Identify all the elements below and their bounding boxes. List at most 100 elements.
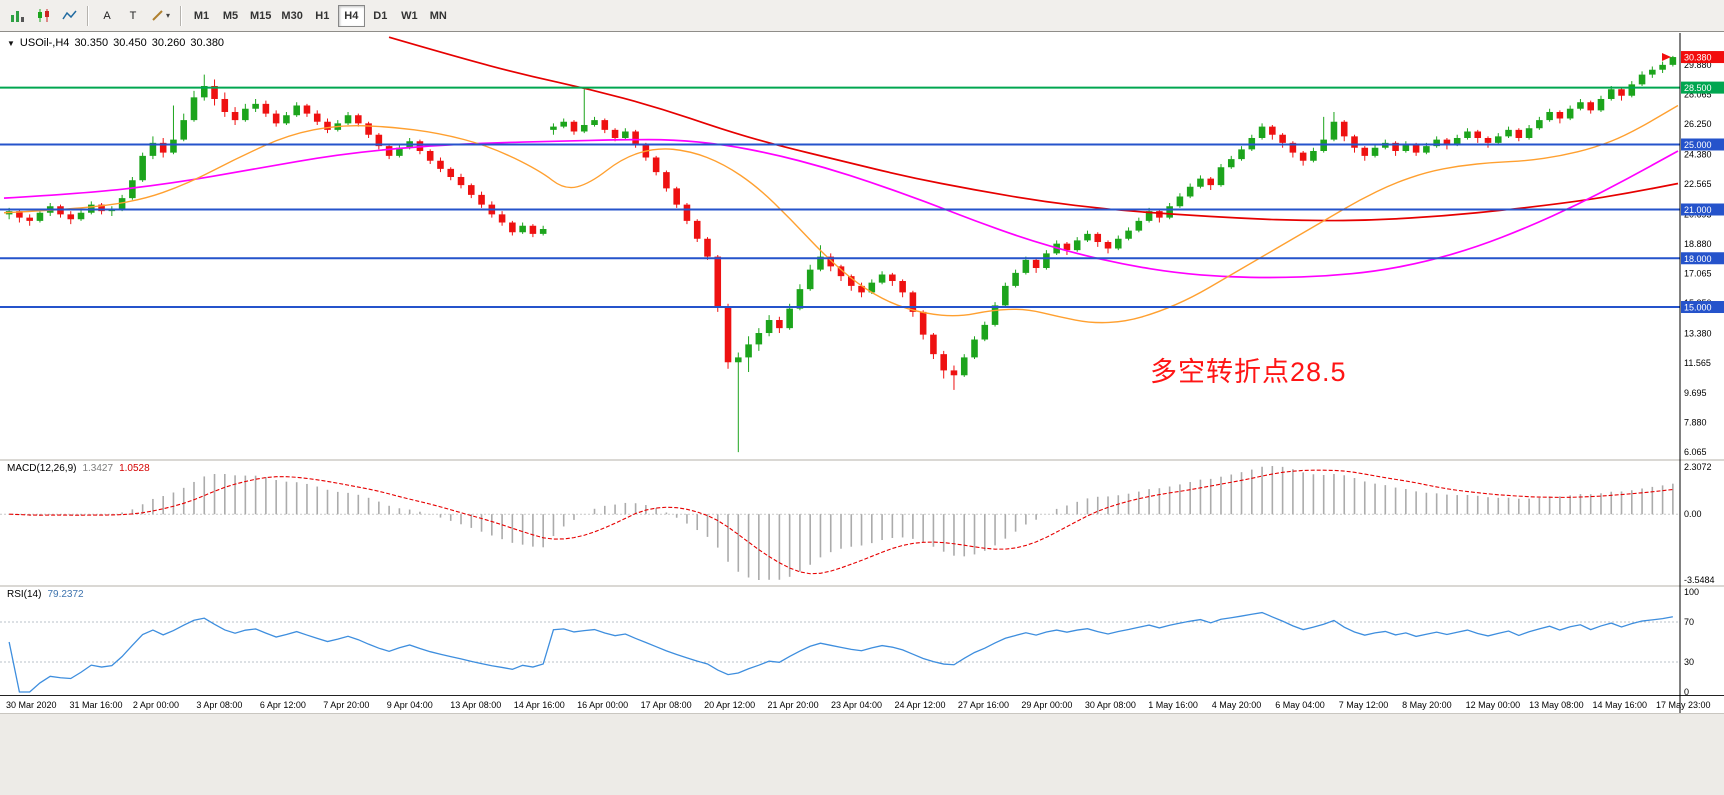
time-axis: 30 Mar 2020 31 Mar 16:00 2 Apr 00:00 3 Apr …: [6, 700, 1711, 710]
svg-text:14 Apr 16:00: 14 Apr 16:00: [514, 700, 565, 710]
svg-text:21 Apr 20:00: 21 Apr 20:00: [768, 700, 819, 710]
last-price-arrow: [1662, 53, 1671, 62]
timeframe-mn[interactable]: MN: [425, 5, 452, 27]
toolbar-separator: [87, 5, 89, 26]
rsi-value: 79.2372: [47, 589, 84, 600]
ma_red-line: [388, 36, 1679, 222]
svg-text:17 Apr 08:00: 17 Apr 08:00: [641, 700, 692, 710]
window-bottom-area: [0, 713, 1724, 795]
svg-text:11.565: 11.565: [1684, 358, 1711, 368]
bar-chart-icon[interactable]: [5, 5, 29, 27]
macd-panel: [0, 466, 1680, 580]
svg-text:7 May 12:00: 7 May 12:00: [1339, 700, 1389, 710]
svg-text:30.380: 30.380: [1684, 53, 1712, 63]
svg-text:1 May 16:00: 1 May 16:00: [1148, 700, 1198, 710]
svg-text:20 Apr 12:00: 20 Apr 12:00: [704, 700, 755, 710]
rsi-name: RSI(14): [7, 589, 42, 600]
macd-indicator-label: MACD(12,26,9) 1.3427 1.0528: [7, 463, 150, 474]
svg-text:29 Apr 00:00: 29 Apr 00:00: [1021, 700, 1072, 710]
svg-text:13 May 08:00: 13 May 08:00: [1529, 700, 1584, 710]
rsi-line: [8, 611, 1673, 693]
timeframe-m5[interactable]: M5: [217, 5, 244, 27]
svg-text:28.065: 28.065: [1684, 90, 1712, 100]
svg-text:9 Apr 04:00: 9 Apr 04:00: [387, 700, 433, 710]
svg-text:7 Apr 20:00: 7 Apr 20:00: [323, 700, 369, 710]
svg-text:24 Apr 12:00: 24 Apr 12:00: [894, 700, 945, 710]
toolbar-separator: [180, 5, 183, 26]
svg-text:17.065: 17.065: [1684, 268, 1712, 278]
rsi-panel: [0, 611, 1680, 693]
timeframe-m30[interactable]: M30: [277, 5, 306, 27]
svg-text:13.380: 13.380: [1684, 328, 1712, 338]
timeframe-m1[interactable]: M1: [188, 5, 215, 27]
line-chart-icon[interactable]: [57, 5, 81, 27]
rsi-indicator-label: RSI(14) 79.2372: [7, 589, 84, 600]
chevron-down-icon[interactable]: ▼: [7, 38, 15, 48]
chart-low: 30.260: [151, 37, 186, 49]
draw-tools-dropdown[interactable]: ▾: [147, 5, 174, 27]
timeframe-m15[interactable]: M15: [246, 5, 275, 27]
svg-text:26.250: 26.250: [1684, 119, 1712, 129]
svg-text:14 May 16:00: 14 May 16:00: [1593, 700, 1648, 710]
text-tool[interactable]: T: [121, 5, 145, 27]
timeframe-h1[interactable]: H1: [309, 5, 336, 27]
svg-text:12 May 00:00: 12 May 00:00: [1466, 700, 1521, 710]
chart-symbol-timeframe: USOil-,H4: [19, 37, 70, 49]
macd-main-value: 1.3427: [82, 463, 114, 474]
macd-axis: 2.3072 0.00 -3.5484: [1684, 462, 1715, 585]
svg-text:21.000: 21.000: [1684, 205, 1712, 215]
price-axis: 29.88028.06526.25024.38022.56520.69518.8…: [1681, 51, 1724, 457]
svg-text:30 Mar 2020: 30 Mar 2020: [6, 700, 57, 710]
svg-text:13 Apr 08:00: 13 Apr 08:00: [450, 700, 501, 710]
macd-signal-value: 1.0528: [119, 463, 150, 474]
rsi-axis: 100 70 30 0: [1684, 587, 1699, 697]
svg-text:16 Apr 00:00: 16 Apr 00:00: [577, 700, 628, 710]
svg-text:18.000: 18.000: [1684, 254, 1712, 264]
svg-text:70: 70: [1684, 617, 1694, 627]
svg-text:23 Apr 04:00: 23 Apr 04:00: [831, 700, 882, 710]
svg-text:6 Apr 12:00: 6 Apr 12:00: [260, 700, 306, 710]
svg-text:31 Mar 16:00: 31 Mar 16:00: [69, 700, 122, 710]
timeframe-d1[interactable]: D1: [367, 5, 394, 27]
chart-annotation-text: 多空转折点28.5: [1150, 357, 1347, 387]
svg-text:18.880: 18.880: [1684, 239, 1712, 249]
svg-text:6 May 04:00: 6 May 04:00: [1275, 700, 1325, 710]
timeframe-h4[interactable]: H4: [337, 4, 365, 27]
chevron-down-icon: ▾: [166, 11, 171, 20]
svg-text:22.565: 22.565: [1684, 179, 1712, 189]
svg-text:15.000: 15.000: [1684, 303, 1712, 313]
toolbar: A T ▾ M1 M5 M15 M30 H1 H4 D1 W1 MN: [0, 0, 1724, 32]
macd-signal-line: [9, 469, 1673, 575]
svg-text:100: 100: [1684, 587, 1699, 597]
svg-text:24.380: 24.380: [1684, 150, 1712, 160]
svg-text:2.3072: 2.3072: [1684, 462, 1712, 472]
main-chart-panel: [0, 36, 1680, 453]
svg-text:30 Apr 08:00: 30 Apr 08:00: [1085, 700, 1136, 710]
svg-text:25.000: 25.000: [1684, 140, 1712, 150]
chart-high: 30.450: [113, 37, 147, 49]
timeframe-w1[interactable]: W1: [396, 5, 423, 27]
svg-text:30: 30: [1684, 657, 1694, 667]
svg-text:17 May 23:00: 17 May 23:00: [1656, 700, 1711, 710]
svg-text:4 May 20:00: 4 May 20:00: [1212, 700, 1262, 710]
svg-text:-3.5484: -3.5484: [1684, 575, 1715, 585]
svg-text:2 Apr 00:00: 2 Apr 00:00: [133, 700, 179, 710]
svg-text:27 Apr 16:00: 27 Apr 16:00: [958, 700, 1009, 710]
svg-text:6.065: 6.065: [1684, 447, 1707, 457]
svg-text:7.880: 7.880: [1684, 418, 1707, 428]
chart-close: 30.380: [190, 37, 225, 49]
candles-layer: [5, 55, 1677, 453]
text-label-tool[interactable]: A: [95, 5, 119, 27]
svg-text:0: 0: [1684, 687, 1689, 697]
chart-open: 30.350: [74, 37, 109, 49]
chart-title: ▼ USOil-,H4 30.350 30.450 30.260 30.380: [7, 37, 224, 49]
ma_magenta-line: [3, 138, 1679, 279]
candlestick-chart-icon[interactable]: [31, 5, 55, 27]
ma_orange-line: [3, 104, 1679, 324]
svg-text:9.695: 9.695: [1684, 388, 1707, 398]
svg-text:28.500: 28.500: [1684, 83, 1712, 93]
svg-text:0.00: 0.00: [1684, 509, 1702, 519]
svg-text:8 May 20:00: 8 May 20:00: [1402, 700, 1452, 710]
